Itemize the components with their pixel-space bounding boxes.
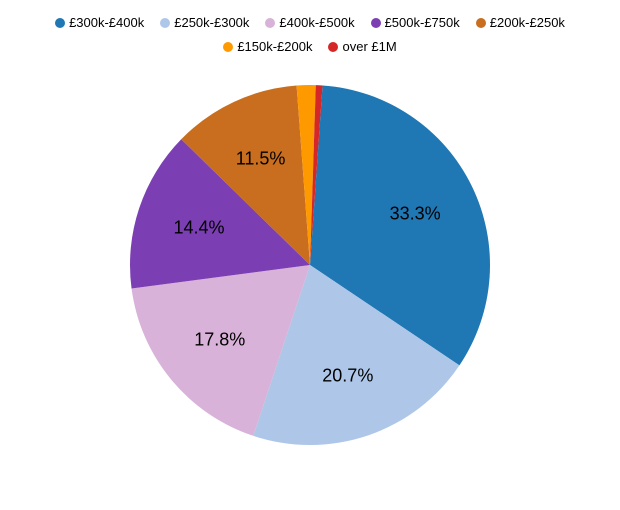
pie-chart — [120, 75, 500, 455]
legend: £300k-£400k £250k-£300k £400k-£500k £500k-£… — [0, 10, 620, 59]
legend-marker — [328, 42, 338, 52]
legend-item: £500k-£750k — [371, 10, 460, 34]
legend-label: £400k-£500k — [279, 15, 354, 30]
slice-label: 17.8% — [194, 329, 245, 350]
legend-marker — [371, 18, 381, 28]
slice-label: 20.7% — [322, 365, 373, 386]
legend-item: £300k-£400k — [55, 10, 144, 34]
legend-marker — [223, 42, 233, 52]
legend-item: £400k-£500k — [265, 10, 354, 34]
legend-label: £250k-£300k — [174, 15, 249, 30]
pie-chart-container: £300k-£400k £250k-£300k £400k-£500k £500k-£… — [0, 0, 620, 510]
slice-label: 11.5% — [236, 148, 286, 169]
legend-item: £200k-£250k — [476, 10, 565, 34]
legend-marker — [55, 18, 65, 28]
legend-label: £150k-£200k — [237, 39, 312, 54]
legend-marker — [265, 18, 275, 28]
legend-marker — [160, 18, 170, 28]
slice-label: 14.4% — [173, 218, 224, 239]
legend-item: £250k-£300k — [160, 10, 249, 34]
legend-item: £150k-£200k — [223, 34, 312, 58]
legend-label: £300k-£400k — [69, 15, 144, 30]
legend-item: over £1M — [328, 34, 396, 58]
legend-label: over £1M — [342, 39, 396, 54]
legend-marker — [476, 18, 486, 28]
slice-label: 33.3% — [390, 203, 441, 224]
legend-label: £500k-£750k — [385, 15, 460, 30]
legend-label: £200k-£250k — [490, 15, 565, 30]
